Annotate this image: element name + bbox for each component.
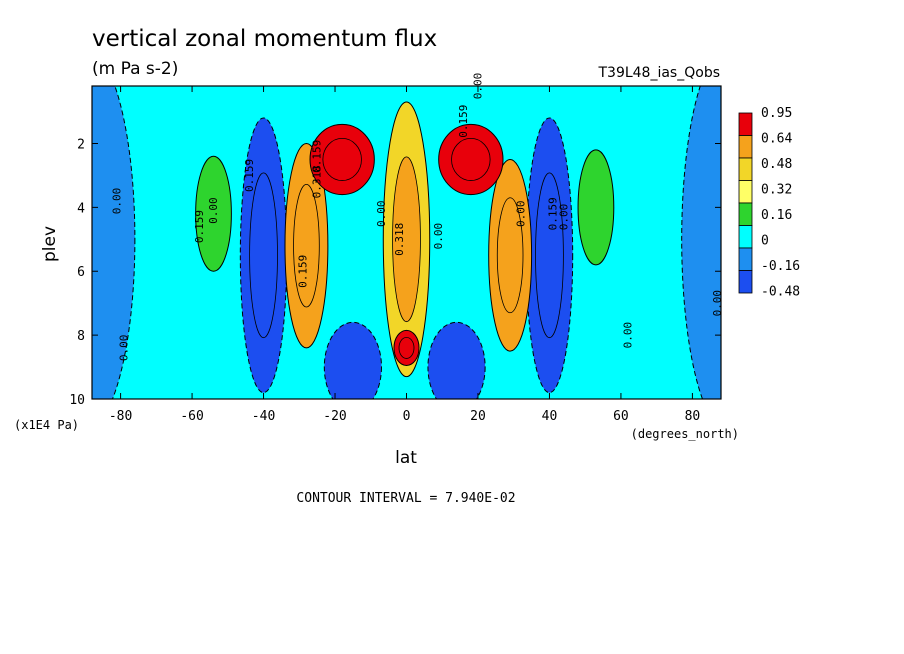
contour-feature [577,149,615,266]
contour-feature [239,117,288,394]
contour-label: 0.00 [207,197,220,224]
x-tick-label: 0 [403,409,411,424]
contour-label: 0.00 [557,204,570,231]
colorbar: 0.95 0.64 0.48 0.32 0.16 0 -0.16 -0.48 [738,106,800,300]
contour-label: 0.159 [296,255,309,288]
chart-title: vertical zonal momentum flux [92,26,437,52]
contour-feature [309,123,375,196]
colorbar-swatch [738,270,753,294]
y-axis-label: plev [40,226,60,262]
contour-label: 0.318 [393,223,406,256]
contour-label: 0.00 [432,223,445,250]
contour-feature [393,329,420,366]
colorbar-swatch [738,180,753,204]
y-tick-label: 8 [77,329,85,344]
colorbar-label: 0.16 [761,208,792,223]
x-tick-label: 20 [470,409,486,424]
x-tick-label: 60 [613,409,629,424]
contour-feature [382,101,431,378]
y-tick-label: 2 [77,137,85,152]
contour-feature [92,86,136,399]
contour-feature [323,321,382,399]
colorbar-label: 0.64 [761,132,792,147]
colorbar-swatch [738,112,753,136]
contour-label: 0.159 [193,210,206,243]
contour-feature [681,86,721,399]
colorbar-swatch [738,135,753,159]
y-tick-label: 6 [77,265,85,280]
contour-label: 0.318 [311,165,324,198]
x-tick-label: -80 [109,409,132,424]
y-axis: 2 4 6 8 10 [69,137,721,408]
contour-label: 0.159 [311,140,324,173]
contour-label: 0.00 [514,201,527,228]
x-tick-label: 80 [685,409,701,424]
colorbar-label: -0.48 [761,285,800,300]
colorbar-swatch [738,225,753,249]
contour-feature [195,155,232,272]
contour-label: 0.159 [457,105,470,138]
chart-subtitle: (m Pa s-2) [92,59,178,79]
y-tick-label: 4 [77,201,85,216]
contour-label: 0.159 [547,197,560,230]
x-tick-label: -20 [323,409,346,424]
colorbar-label: -0.16 [761,259,800,274]
contour-label: 0.00 [375,201,388,228]
x-axis-units: (degrees_north) [631,427,739,441]
contour-feature [488,158,533,352]
contour-label: 0.00 [111,188,124,215]
x-axis: -80 -60 -40 -20 0 20 40 60 80 [109,86,700,424]
run-label: T39L48_ias_Qobs [597,65,720,81]
x-tick-label: 40 [542,409,558,424]
colorbar-label: 0.32 [761,183,792,198]
colorbar-swatch [738,157,753,181]
x-tick-label: -60 [180,409,203,424]
x-tick-label: -40 [252,409,275,424]
y-tick-label: 10 [69,393,85,408]
contour-feature [525,117,574,394]
contour-feature [284,142,329,349]
contour-label: 0.00 [118,335,131,362]
contour-label: 0.00 [622,322,635,349]
colorbar-swatch [738,247,753,271]
contour-label: 0.00 [711,290,724,317]
contour-fill-layer [92,86,721,399]
contour-interval-note: CONTOUR INTERVAL = 7.940E-02 [296,491,515,506]
colorbar-label: 0.48 [761,157,792,172]
contour-feature [427,321,486,399]
y-axis-units: (x1E4 Pa) [14,418,79,432]
colorbar-swatch [738,202,753,226]
contour-feature [438,123,504,196]
colorbar-label: 0.95 [761,106,792,121]
colorbar-label: 0 [761,234,769,249]
contour-label: 0.159 [243,159,256,192]
x-axis-label: lat [395,448,417,468]
